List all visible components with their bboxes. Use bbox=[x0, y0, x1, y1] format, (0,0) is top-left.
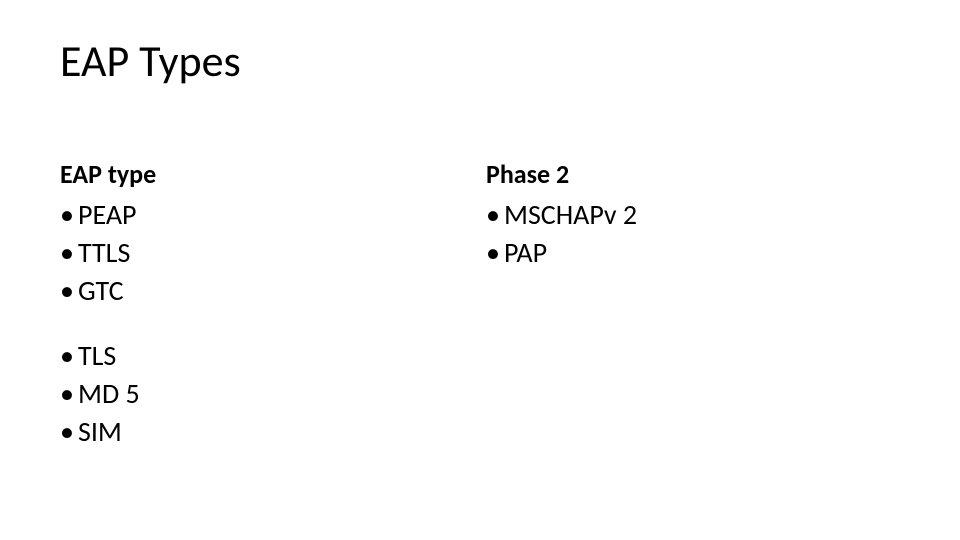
list-item: •GTC bbox=[60, 272, 440, 310]
list-item: •SIM bbox=[60, 413, 440, 451]
bullet-icon: • bbox=[486, 196, 504, 234]
list-item: •MD 5 bbox=[60, 375, 440, 413]
slide-title: EAP Types bbox=[60, 34, 241, 88]
list-item-label: SIM bbox=[78, 414, 122, 449]
bullet-icon: • bbox=[60, 234, 78, 272]
right-column-heading: Phase 2 bbox=[486, 158, 866, 190]
list-item-label: TTLS bbox=[78, 235, 130, 270]
list-item: •PAP bbox=[486, 234, 866, 272]
bullet-icon: • bbox=[60, 272, 78, 310]
left-column-heading: EAP type bbox=[60, 158, 440, 190]
list-item: •MSCHAPv 2 bbox=[486, 196, 866, 234]
right-column: Phase 2 •MSCHAPv 2 •PAP bbox=[486, 158, 866, 272]
list-item-label: PEAP bbox=[78, 197, 137, 232]
slide: EAP Types EAP type •PEAP •TTLS •GTC •TLS… bbox=[0, 0, 960, 540]
left-column-items: •PEAP •TTLS •GTC •TLS •MD 5 •SIM bbox=[60, 196, 440, 451]
bullet-icon: • bbox=[60, 196, 78, 234]
list-item-label: MSCHAPv 2 bbox=[504, 197, 637, 232]
bullet-icon: • bbox=[60, 413, 78, 451]
list-item-label: MD 5 bbox=[78, 376, 140, 411]
list-item-label: TLS bbox=[78, 338, 116, 373]
list-item: •TTLS bbox=[60, 234, 440, 272]
bullet-icon: • bbox=[60, 375, 78, 413]
left-column: EAP type •PEAP •TTLS •GTC •TLS •MD 5 •SI… bbox=[60, 158, 440, 451]
bullet-icon: • bbox=[486, 234, 504, 272]
list-item: •TLS bbox=[60, 337, 440, 375]
bullet-icon: • bbox=[60, 337, 78, 375]
list-item-label: GTC bbox=[78, 273, 124, 308]
group-gap bbox=[60, 309, 440, 337]
list-item-label: PAP bbox=[504, 235, 547, 270]
list-item: •PEAP bbox=[60, 196, 440, 234]
right-column-items: •MSCHAPv 2 •PAP bbox=[486, 196, 866, 272]
